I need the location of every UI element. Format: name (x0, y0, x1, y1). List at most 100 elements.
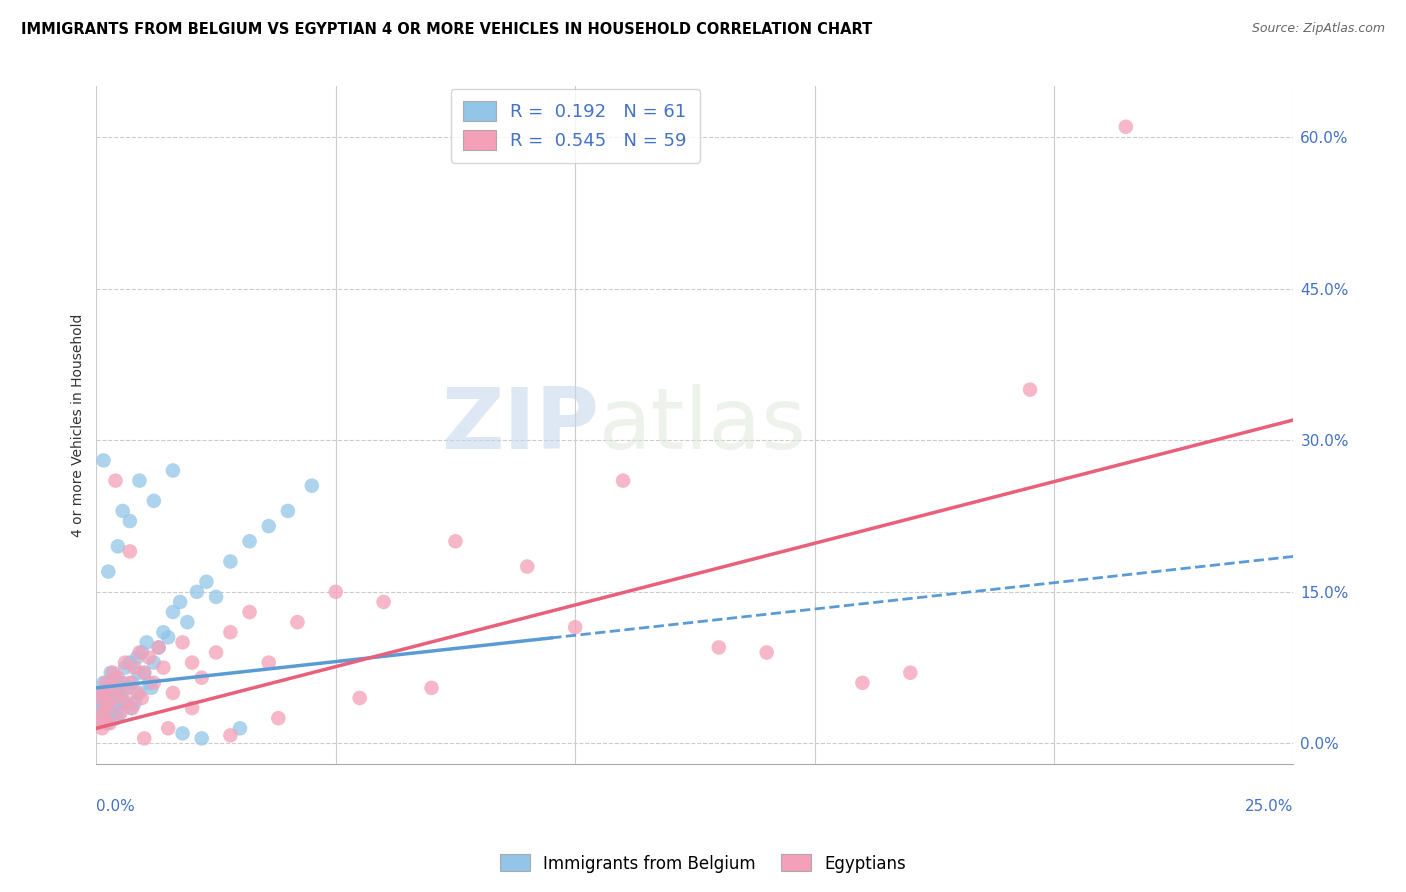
Point (96, 701, 118, 715)
Point (100, 681, 122, 695)
Point (131, 690, 153, 705)
Point (93, 453, 115, 467)
Point (94, 711, 117, 725)
Point (125, 686, 148, 700)
Text: atlas: atlas (599, 384, 807, 467)
Point (239, 534, 262, 549)
Point (142, 656, 165, 670)
Point (97, 696, 120, 710)
Point (229, 721, 252, 735)
Point (134, 665, 156, 680)
Point (138, 675, 160, 690)
Point (121, 701, 143, 715)
Point (105, 711, 128, 725)
Point (124, 660, 146, 674)
Point (127, 665, 149, 680)
Point (134, 731, 156, 746)
Point (128, 645, 150, 659)
Point (134, 665, 156, 680)
Point (444, 534, 467, 549)
Point (90, 711, 112, 725)
Point (612, 474, 634, 488)
Point (98, 716, 121, 731)
Point (325, 584, 347, 599)
Point (142, 675, 165, 690)
Point (107, 696, 129, 710)
Point (100, 665, 122, 680)
Point (162, 605, 184, 619)
Point (152, 625, 174, 640)
Point (91, 721, 114, 735)
Point (898, 665, 921, 680)
Point (148, 640, 170, 655)
Point (257, 519, 280, 533)
Point (87, 716, 110, 731)
Point (111, 504, 134, 518)
Point (851, 675, 873, 690)
Point (205, 590, 228, 604)
Point (420, 681, 443, 695)
Text: 0.0%: 0.0% (97, 799, 135, 814)
Point (190, 731, 212, 746)
Point (239, 605, 262, 619)
Point (205, 645, 228, 659)
Point (135, 635, 157, 649)
Point (138, 650, 160, 665)
Point (120, 701, 142, 715)
Point (219, 625, 242, 640)
Point (755, 645, 778, 659)
Point (148, 640, 170, 655)
Point (176, 615, 198, 629)
Point (87, 686, 110, 700)
Point (707, 640, 730, 655)
Point (152, 660, 174, 674)
Point (1115, 120, 1137, 134)
Y-axis label: 4 or more Vehicles in Household: 4 or more Vehicles in Household (72, 313, 86, 537)
Point (117, 681, 139, 695)
Point (111, 675, 134, 690)
Point (349, 690, 371, 705)
Point (141, 681, 163, 695)
Point (162, 463, 184, 477)
Point (564, 620, 586, 634)
Point (111, 686, 134, 700)
Point (96, 716, 118, 731)
Point (287, 615, 309, 629)
Point (157, 630, 180, 644)
Point (128, 474, 150, 488)
Point (103, 706, 125, 720)
Text: 25.0%: 25.0% (1244, 799, 1294, 814)
Point (169, 595, 191, 609)
Point (114, 656, 136, 670)
Point (104, 690, 127, 705)
Point (101, 665, 124, 680)
Point (219, 728, 242, 742)
Point (172, 726, 194, 740)
Point (219, 554, 242, 568)
Legend: R =  0.192   N = 61, R =  0.545   N = 59: R = 0.192 N = 61, R = 0.545 N = 59 (451, 88, 700, 162)
Point (104, 474, 127, 488)
Point (107, 539, 129, 553)
Point (94, 675, 117, 690)
Point (107, 671, 129, 685)
Point (97, 690, 120, 705)
Point (195, 574, 218, 589)
Point (131, 645, 153, 659)
Point (124, 696, 146, 710)
Point (114, 660, 136, 674)
Point (108, 706, 131, 720)
Point (93, 686, 115, 700)
Legend: Immigrants from Belgium, Egyptians: Immigrants from Belgium, Egyptians (494, 847, 912, 880)
Point (118, 675, 141, 690)
Point (1019, 383, 1042, 397)
Point (142, 493, 165, 508)
Point (162, 686, 184, 700)
Point (121, 675, 143, 690)
Point (91, 696, 114, 710)
Point (110, 686, 132, 700)
Point (301, 478, 323, 492)
Point (97, 565, 120, 579)
Point (93, 675, 115, 690)
Point (90, 706, 112, 720)
Point (94, 681, 117, 695)
